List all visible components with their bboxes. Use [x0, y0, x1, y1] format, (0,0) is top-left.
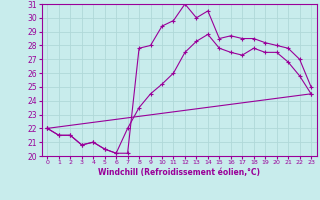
- X-axis label: Windchill (Refroidissement éolien,°C): Windchill (Refroidissement éolien,°C): [98, 168, 260, 177]
